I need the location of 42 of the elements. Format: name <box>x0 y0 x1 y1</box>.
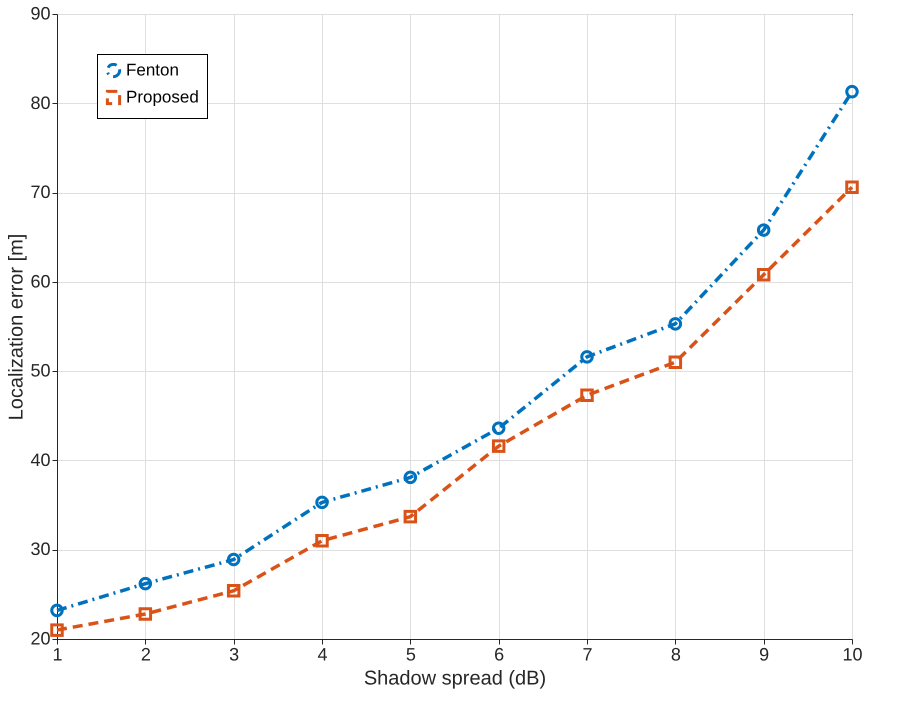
point <box>50 604 64 618</box>
x-tick-label: 9 <box>759 644 770 664</box>
point <box>138 576 152 590</box>
point <box>580 350 594 364</box>
point <box>756 268 770 282</box>
y-axis-title: Localization error [m] <box>5 234 28 420</box>
x-tick-label: 10 <box>842 644 863 664</box>
point <box>845 180 859 194</box>
x-tick-label: 1 <box>52 644 63 664</box>
point <box>668 317 682 331</box>
y-tick-label: 30 <box>30 539 50 560</box>
legend-label: Fenton <box>126 60 179 80</box>
point <box>580 388 594 402</box>
y-tick-label: 80 <box>30 92 50 113</box>
x-tick-label: 2 <box>140 644 151 664</box>
point <box>404 510 418 524</box>
y-tick-label: 90 <box>30 4 50 24</box>
point <box>404 470 418 484</box>
point <box>492 439 506 453</box>
x-tick-label: 8 <box>670 644 681 664</box>
point <box>315 534 329 548</box>
y-tick-label: 60 <box>30 271 50 292</box>
point <box>226 584 240 598</box>
x-tick-label: 6 <box>494 644 504 664</box>
x-tick-label: 4 <box>317 644 328 664</box>
x-tick-label: 7 <box>582 644 593 664</box>
y-tick-label: 40 <box>30 450 50 470</box>
x-tick-label: 5 <box>406 644 416 664</box>
point <box>492 422 506 436</box>
x-tick-label: 3 <box>229 644 240 664</box>
point <box>668 355 682 369</box>
point <box>138 607 152 621</box>
point <box>845 84 859 98</box>
legend-label: Proposed <box>126 88 199 106</box>
y-tick-label: 70 <box>30 182 50 202</box>
y-tick-label: 20 <box>30 628 50 648</box>
x-axis-title: Shadow spread (dB) <box>364 668 546 690</box>
point <box>756 223 770 237</box>
point <box>226 552 240 566</box>
point <box>315 496 329 510</box>
point <box>50 623 64 637</box>
y-tick-label: 50 <box>30 360 50 381</box>
